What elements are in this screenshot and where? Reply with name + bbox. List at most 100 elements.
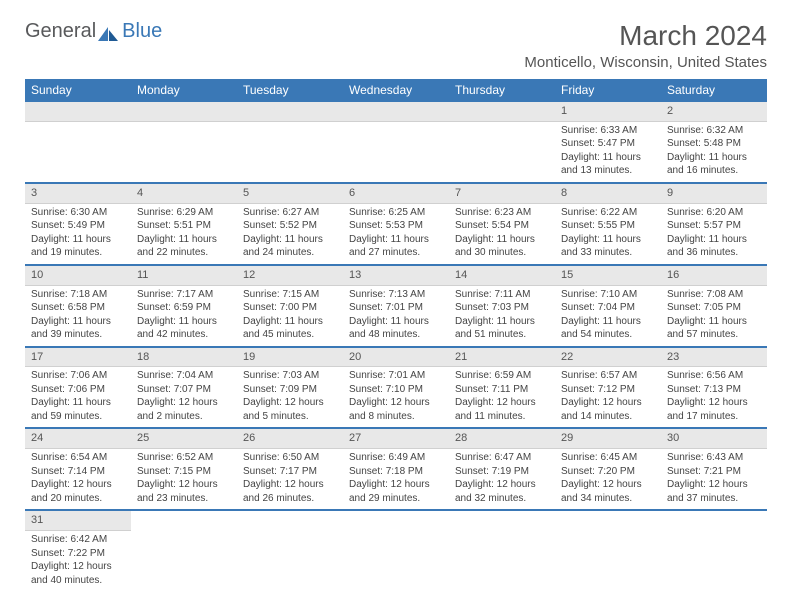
calendar-row: 3Sunrise: 6:30 AMSunset: 5:49 PMDaylight… bbox=[25, 183, 767, 265]
day-number: 18 bbox=[131, 348, 237, 368]
day-body: Sunrise: 6:50 AMSunset: 7:17 PMDaylight:… bbox=[237, 449, 343, 509]
sunrise-text: Sunrise: 6:22 AM bbox=[561, 206, 655, 220]
day-number: 5 bbox=[237, 184, 343, 204]
sunset-text: Sunset: 5:49 PM bbox=[31, 219, 125, 233]
sunset-text: Sunset: 7:01 PM bbox=[349, 301, 443, 315]
calendar-cell: 7Sunrise: 6:23 AMSunset: 5:54 PMDaylight… bbox=[449, 183, 555, 265]
daylight-text: Daylight: 12 hours and 14 minutes. bbox=[561, 396, 655, 423]
day-body: Sunrise: 6:22 AMSunset: 5:55 PMDaylight:… bbox=[555, 204, 661, 264]
daylight-text: Daylight: 11 hours and 42 minutes. bbox=[137, 315, 231, 342]
calendar-cell bbox=[449, 510, 555, 591]
day-body: Sunrise: 6:52 AMSunset: 7:15 PMDaylight:… bbox=[131, 449, 237, 509]
day-number: 15 bbox=[555, 266, 661, 286]
day-number: 14 bbox=[449, 266, 555, 286]
day-number: 17 bbox=[25, 348, 131, 368]
sunset-text: Sunset: 7:12 PM bbox=[561, 383, 655, 397]
day-number: 27 bbox=[343, 429, 449, 449]
daylight-text: Daylight: 11 hours and 51 minutes. bbox=[455, 315, 549, 342]
day-number: 28 bbox=[449, 429, 555, 449]
sunset-text: Sunset: 5:57 PM bbox=[667, 219, 761, 233]
calendar-cell: 17Sunrise: 7:06 AMSunset: 7:06 PMDayligh… bbox=[25, 347, 131, 429]
calendar-cell: 3Sunrise: 6:30 AMSunset: 5:49 PMDaylight… bbox=[25, 183, 131, 265]
calendar-row: 31Sunrise: 6:42 AMSunset: 7:22 PMDayligh… bbox=[25, 510, 767, 591]
sunset-text: Sunset: 7:22 PM bbox=[31, 547, 125, 561]
daylight-text: Daylight: 11 hours and 45 minutes. bbox=[243, 315, 337, 342]
day-body: Sunrise: 7:10 AMSunset: 7:04 PMDaylight:… bbox=[555, 286, 661, 346]
sunrise-text: Sunrise: 6:47 AM bbox=[455, 451, 549, 465]
calendar-cell bbox=[555, 510, 661, 591]
day-number: 26 bbox=[237, 429, 343, 449]
day-number: 19 bbox=[237, 348, 343, 368]
day-number: 24 bbox=[25, 429, 131, 449]
calendar-cell bbox=[25, 102, 131, 183]
weekday-header: Saturday bbox=[661, 79, 767, 102]
header: General Blue March 2024 Monticello, Wisc… bbox=[25, 20, 767, 71]
day-body: Sunrise: 6:32 AMSunset: 5:48 PMDaylight:… bbox=[661, 122, 767, 182]
sunset-text: Sunset: 7:17 PM bbox=[243, 465, 337, 479]
calendar-table: SundayMondayTuesdayWednesdayThursdayFrid… bbox=[25, 79, 767, 591]
sunrise-text: Sunrise: 6:42 AM bbox=[31, 533, 125, 547]
day-body: Sunrise: 6:56 AMSunset: 7:13 PMDaylight:… bbox=[661, 367, 767, 427]
calendar-cell: 26Sunrise: 6:50 AMSunset: 7:17 PMDayligh… bbox=[237, 428, 343, 510]
daylight-text: Daylight: 11 hours and 48 minutes. bbox=[349, 315, 443, 342]
day-number-empty bbox=[237, 102, 343, 122]
sunrise-text: Sunrise: 6:43 AM bbox=[667, 451, 761, 465]
daylight-text: Daylight: 11 hours and 22 minutes. bbox=[137, 233, 231, 260]
sunset-text: Sunset: 7:18 PM bbox=[349, 465, 443, 479]
calendar-cell: 20Sunrise: 7:01 AMSunset: 7:10 PMDayligh… bbox=[343, 347, 449, 429]
sunrise-text: Sunrise: 7:01 AM bbox=[349, 369, 443, 383]
sunrise-text: Sunrise: 7:04 AM bbox=[137, 369, 231, 383]
day-number-empty bbox=[449, 102, 555, 122]
daylight-text: Daylight: 11 hours and 19 minutes. bbox=[31, 233, 125, 260]
day-number: 9 bbox=[661, 184, 767, 204]
brand-part2: Blue bbox=[122, 20, 162, 43]
day-number-empty bbox=[25, 102, 131, 122]
day-number: 29 bbox=[555, 429, 661, 449]
calendar-cell: 11Sunrise: 7:17 AMSunset: 6:59 PMDayligh… bbox=[131, 265, 237, 347]
calendar-cell bbox=[131, 102, 237, 183]
day-body: Sunrise: 6:20 AMSunset: 5:57 PMDaylight:… bbox=[661, 204, 767, 264]
day-number: 7 bbox=[449, 184, 555, 204]
calendar-row: 1Sunrise: 6:33 AMSunset: 5:47 PMDaylight… bbox=[25, 102, 767, 183]
sunset-text: Sunset: 7:00 PM bbox=[243, 301, 337, 315]
calendar-cell: 4Sunrise: 6:29 AMSunset: 5:51 PMDaylight… bbox=[131, 183, 237, 265]
weekday-header: Thursday bbox=[449, 79, 555, 102]
sunset-text: Sunset: 5:55 PM bbox=[561, 219, 655, 233]
day-body: Sunrise: 6:42 AMSunset: 7:22 PMDaylight:… bbox=[25, 531, 131, 591]
daylight-text: Daylight: 12 hours and 5 minutes. bbox=[243, 396, 337, 423]
day-body: Sunrise: 6:29 AMSunset: 5:51 PMDaylight:… bbox=[131, 204, 237, 264]
day-number: 2 bbox=[661, 102, 767, 122]
weekday-header: Monday bbox=[131, 79, 237, 102]
calendar-cell: 29Sunrise: 6:45 AMSunset: 7:20 PMDayligh… bbox=[555, 428, 661, 510]
sunrise-text: Sunrise: 7:17 AM bbox=[137, 288, 231, 302]
daylight-text: Daylight: 12 hours and 8 minutes. bbox=[349, 396, 443, 423]
calendar-cell: 24Sunrise: 6:54 AMSunset: 7:14 PMDayligh… bbox=[25, 428, 131, 510]
day-body: Sunrise: 7:11 AMSunset: 7:03 PMDaylight:… bbox=[449, 286, 555, 346]
sail-icon bbox=[96, 25, 120, 43]
calendar-cell: 18Sunrise: 7:04 AMSunset: 7:07 PMDayligh… bbox=[131, 347, 237, 429]
daylight-text: Daylight: 12 hours and 40 minutes. bbox=[31, 560, 125, 587]
calendar-cell: 19Sunrise: 7:03 AMSunset: 7:09 PMDayligh… bbox=[237, 347, 343, 429]
day-body: Sunrise: 6:45 AMSunset: 7:20 PMDaylight:… bbox=[555, 449, 661, 509]
sunset-text: Sunset: 7:07 PM bbox=[137, 383, 231, 397]
daylight-text: Daylight: 11 hours and 16 minutes. bbox=[667, 151, 761, 178]
day-number: 31 bbox=[25, 511, 131, 531]
day-number: 30 bbox=[661, 429, 767, 449]
sunset-text: Sunset: 7:19 PM bbox=[455, 465, 549, 479]
day-number: 13 bbox=[343, 266, 449, 286]
sunrise-text: Sunrise: 6:59 AM bbox=[455, 369, 549, 383]
sunrise-text: Sunrise: 6:56 AM bbox=[667, 369, 761, 383]
daylight-text: Daylight: 12 hours and 26 minutes. bbox=[243, 478, 337, 505]
sunrise-text: Sunrise: 7:03 AM bbox=[243, 369, 337, 383]
daylight-text: Daylight: 12 hours and 20 minutes. bbox=[31, 478, 125, 505]
day-body: Sunrise: 7:08 AMSunset: 7:05 PMDaylight:… bbox=[661, 286, 767, 346]
calendar-cell: 27Sunrise: 6:49 AMSunset: 7:18 PMDayligh… bbox=[343, 428, 449, 510]
calendar-cell bbox=[449, 102, 555, 183]
sunrise-text: Sunrise: 7:06 AM bbox=[31, 369, 125, 383]
daylight-text: Daylight: 11 hours and 33 minutes. bbox=[561, 233, 655, 260]
sunrise-text: Sunrise: 6:57 AM bbox=[561, 369, 655, 383]
day-number: 3 bbox=[25, 184, 131, 204]
sunset-text: Sunset: 6:59 PM bbox=[137, 301, 231, 315]
calendar-cell: 8Sunrise: 6:22 AMSunset: 5:55 PMDaylight… bbox=[555, 183, 661, 265]
calendar-cell: 5Sunrise: 6:27 AMSunset: 5:52 PMDaylight… bbox=[237, 183, 343, 265]
